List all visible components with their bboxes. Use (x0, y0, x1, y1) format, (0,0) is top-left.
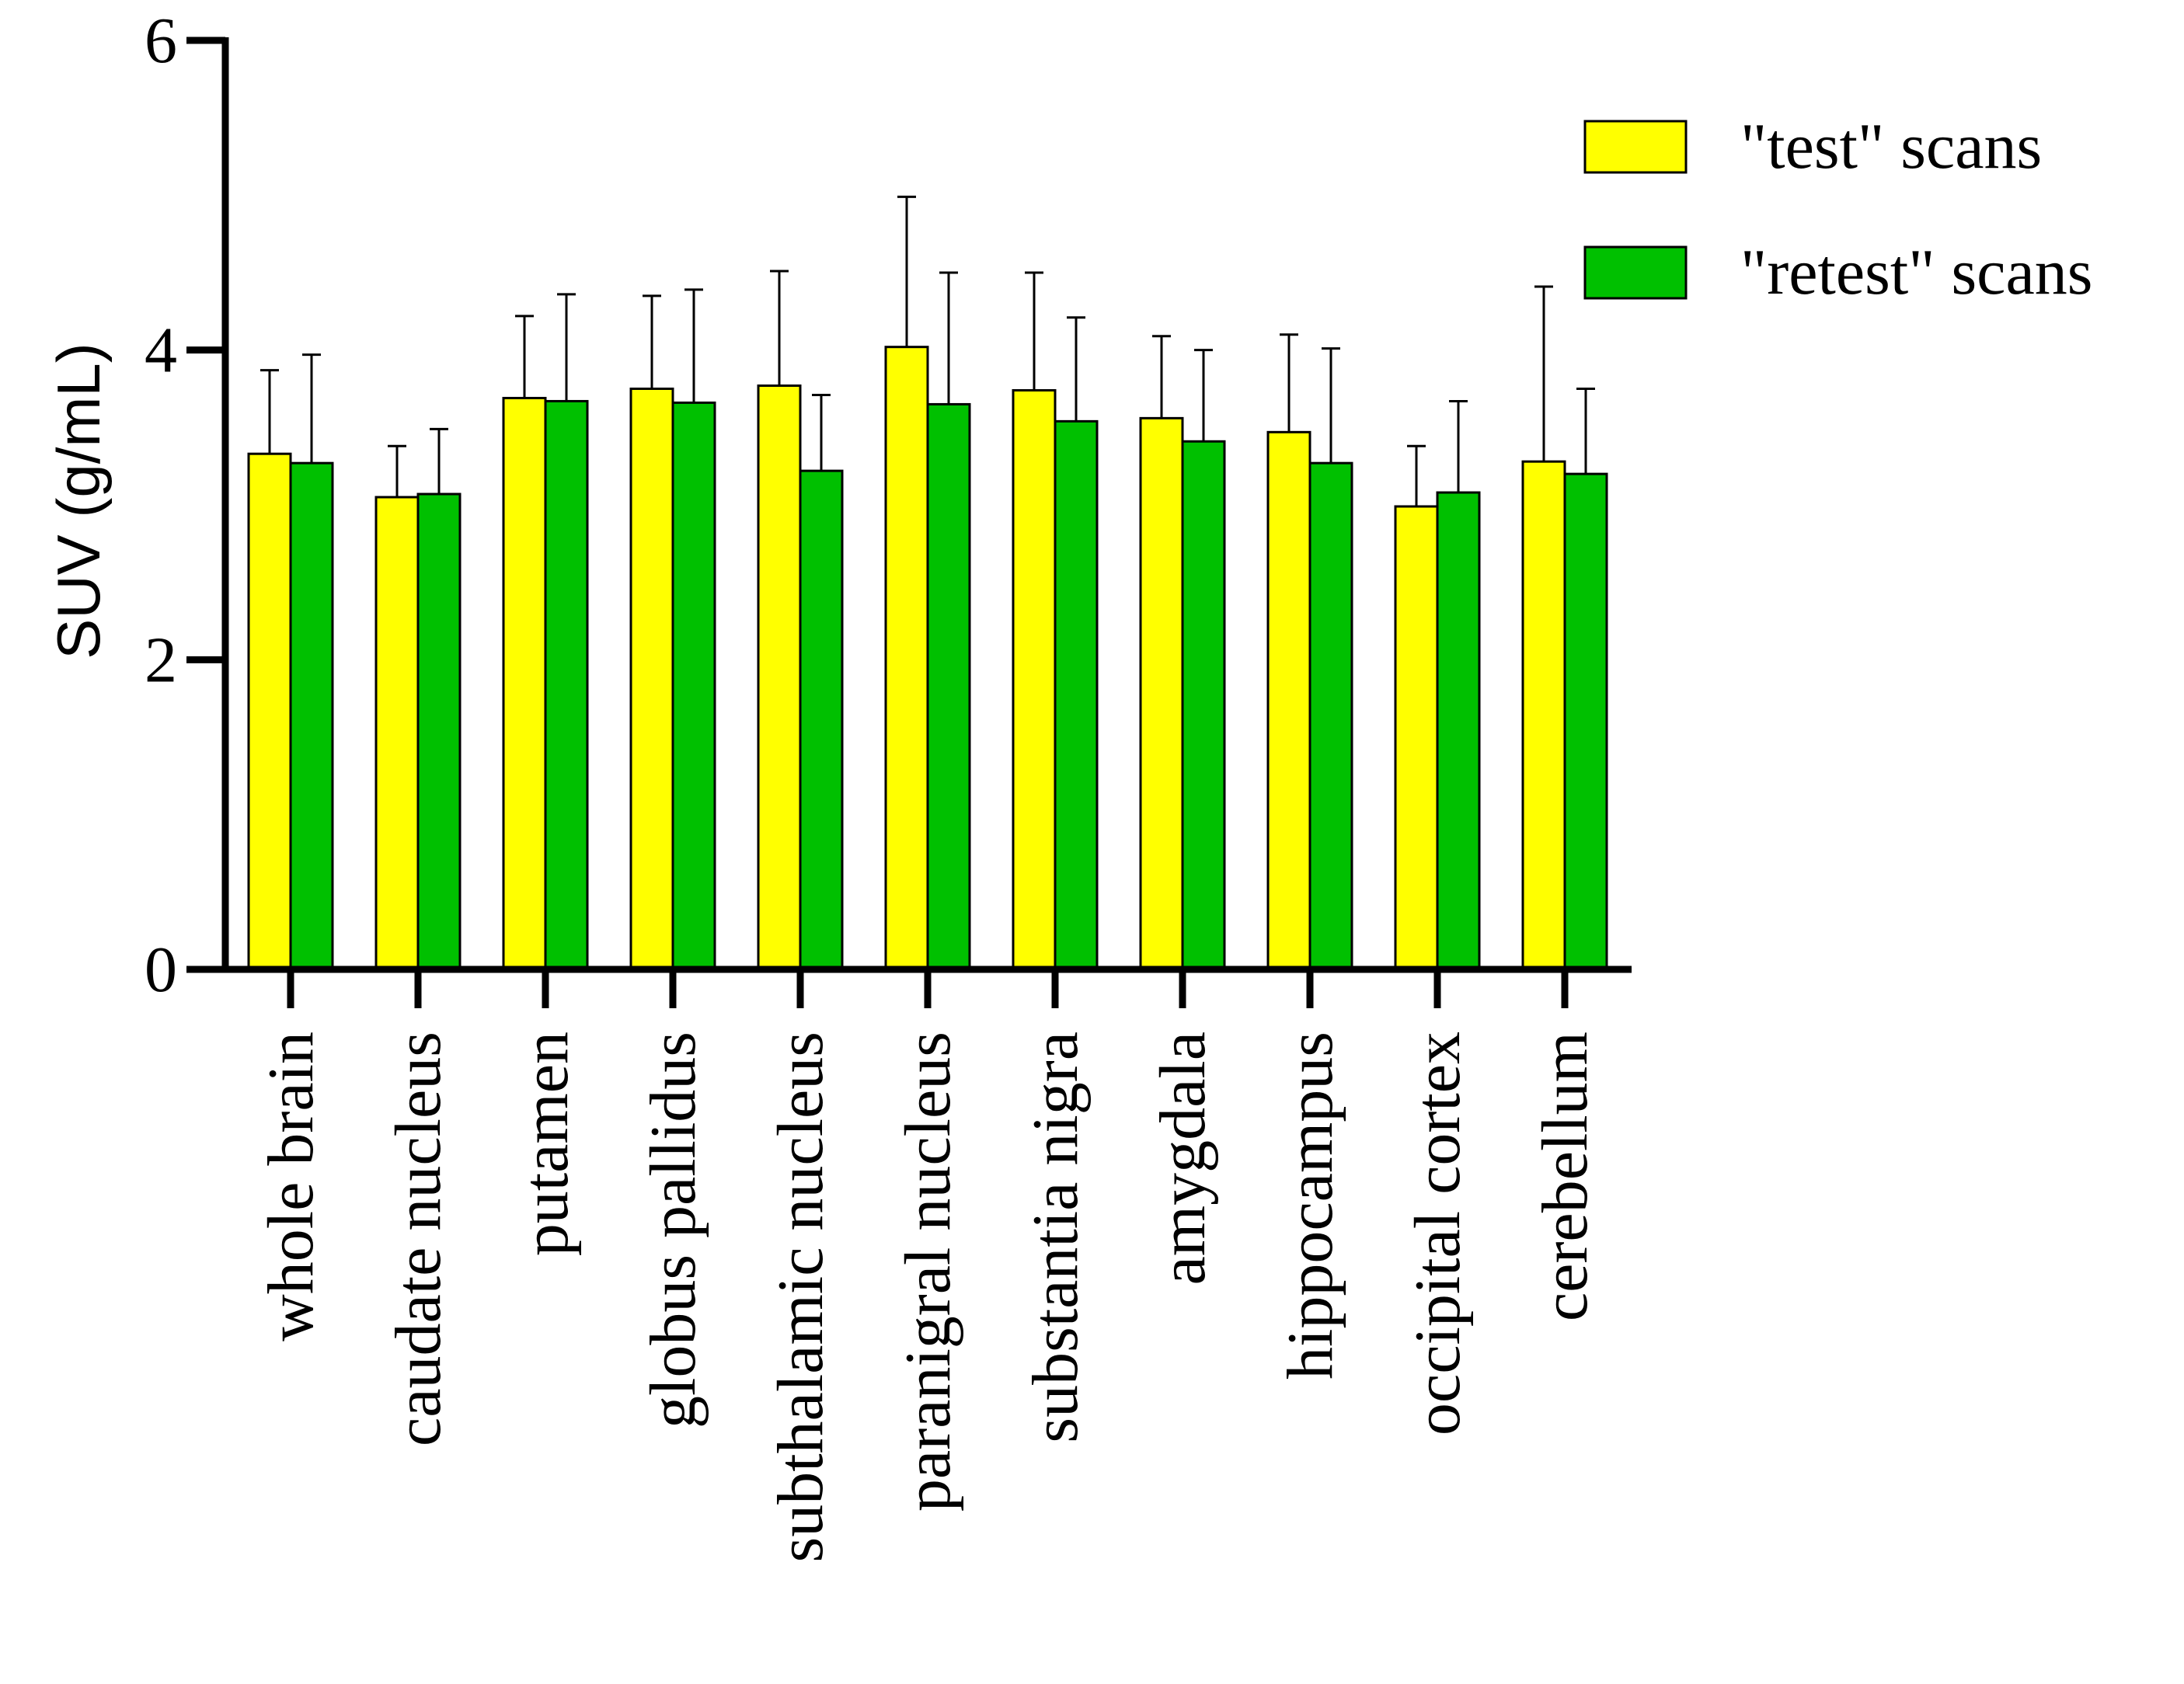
bar-retest-3 (671, 401, 716, 971)
category-label-7: amygdala (1147, 1032, 1219, 1286)
bar-test-4 (757, 384, 802, 971)
category-label-8: hippocampus (1274, 1032, 1346, 1380)
category-label-5: paranigral nucleus (892, 1032, 964, 1512)
bar-retest-1 (416, 492, 462, 971)
category-label-0: whole brain (255, 1032, 327, 1341)
category-label-10: cerebellum (1529, 1032, 1601, 1321)
bar-test-10 (1521, 460, 1566, 971)
axes-layer: 0 2 4 6 (145, 5, 1632, 1008)
bar-test-2 (502, 396, 547, 971)
y-tick-label-0: 0 (145, 934, 177, 1006)
legend-swatch-test (1583, 120, 1688, 174)
bar-test-5 (884, 346, 929, 971)
bar-retest-4 (799, 469, 844, 971)
bars-layer (247, 346, 1608, 971)
category-labels-layer: whole brain caudate nucleus putamen globus … (255, 1032, 1601, 1562)
bar-test-6 (1012, 388, 1057, 971)
bar-retest-0 (289, 461, 334, 971)
bar-retest-7 (1181, 440, 1226, 971)
legend-swatch-retest (1583, 245, 1688, 300)
y-tick-label-4: 4 (145, 315, 177, 387)
bar-test-1 (374, 496, 420, 971)
bar-retest-6 (1054, 419, 1099, 971)
category-label-4: subthalamic nucleus (765, 1032, 837, 1562)
y-axis-title: SUV (g/mL) (44, 343, 113, 659)
bar-retest-10 (1563, 472, 1608, 971)
bar-test-0 (247, 452, 292, 971)
category-label-3: globus pallidus (637, 1032, 709, 1428)
bar-test-8 (1266, 430, 1311, 971)
error-bars-layer (260, 195, 1595, 506)
bar-test-9 (1394, 505, 1439, 971)
category-label-9: occipital cortex (1402, 1032, 1474, 1435)
y-tick-label-6: 6 (145, 5, 177, 77)
bar-retest-9 (1436, 491, 1481, 971)
y-tick-label-2: 2 (145, 624, 177, 696)
category-label-2: putamen (510, 1032, 582, 1256)
bar-retest-8 (1308, 461, 1353, 971)
bar-test-3 (629, 388, 674, 971)
category-label-6: substantia nigra (1019, 1032, 1092, 1443)
legend-label-test: "test" scans (1740, 110, 2042, 183)
bar-retest-5 (926, 402, 971, 971)
legend: "test" scans "retest" scans (1583, 110, 2092, 308)
category-label-1: caudate nucleus (382, 1032, 455, 1446)
legend-label-retest: "retest" scans (1740, 236, 2092, 308)
bar-test-7 (1139, 416, 1184, 971)
bar-retest-2 (544, 399, 589, 971)
